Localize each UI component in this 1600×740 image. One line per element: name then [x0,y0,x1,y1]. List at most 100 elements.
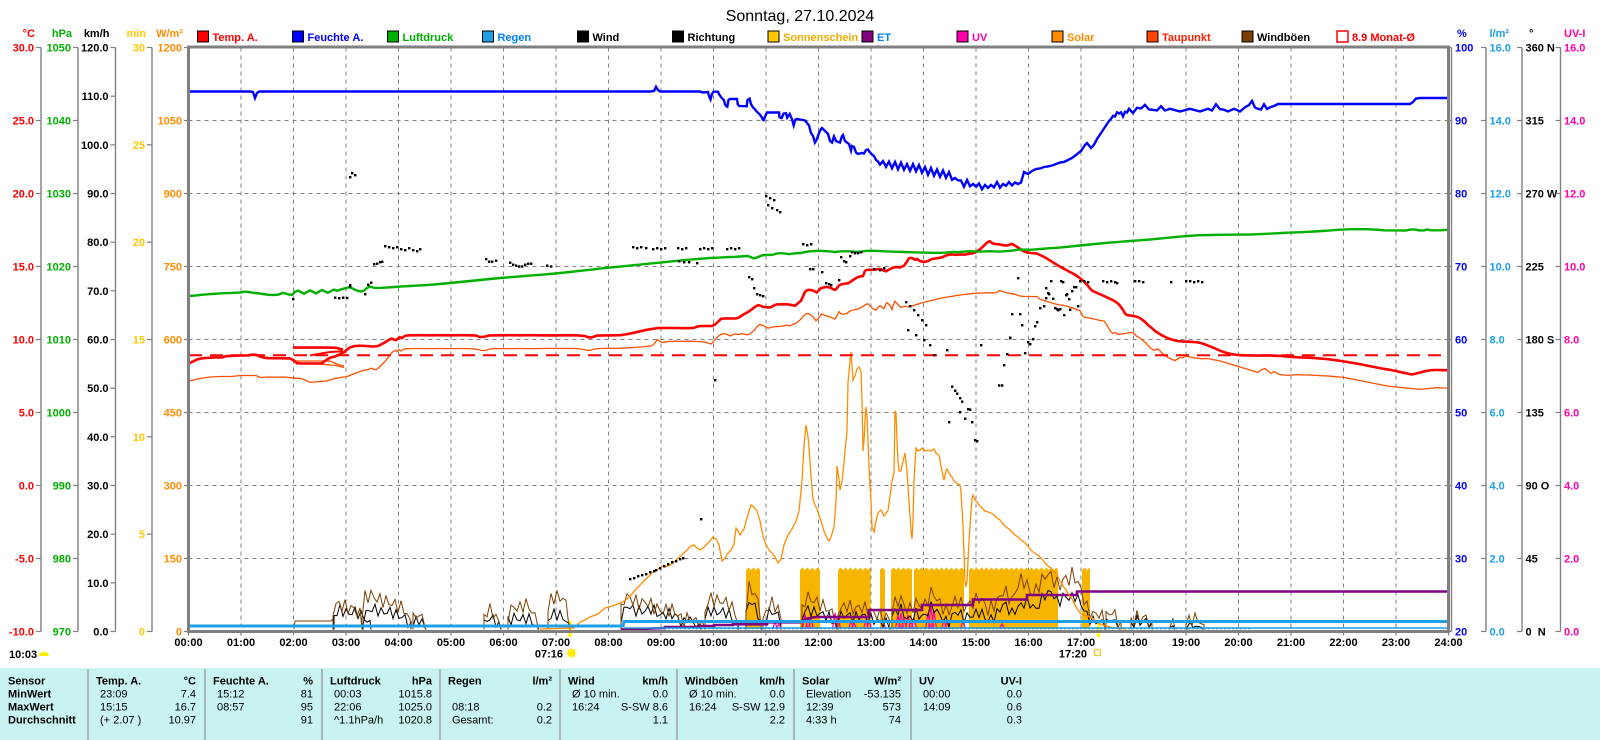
svg-text:MinWert: MinWert [8,689,52,701]
svg-text:0.0: 0.0 [1007,689,1022,701]
svg-text:ET: ET [877,32,891,44]
svg-text:60: 60 [1455,335,1467,347]
svg-text:8.0: 8.0 [1564,335,1579,347]
svg-text:W/m²: W/m² [156,28,183,40]
svg-text:hPa: hPa [52,28,73,40]
svg-text:Solar: Solar [802,676,830,688]
svg-text:Ø 10 min.: Ø 10 min. [572,689,620,701]
svg-text:24:00: 24:00 [1434,637,1462,649]
svg-text:120.0: 120.0 [81,43,109,55]
svg-text:13:00: 13:00 [857,637,885,649]
svg-text:2.2: 2.2 [770,715,785,727]
svg-text:23:00: 23:00 [1382,637,1410,649]
svg-text:1030: 1030 [47,189,71,201]
svg-text:UV: UV [919,676,935,688]
svg-text:Sensor: Sensor [8,676,46,688]
svg-text:%: % [1457,28,1467,40]
svg-text:360 N: 360 N [1526,43,1555,55]
svg-text:-53.135: -53.135 [864,689,901,701]
svg-text:0.0: 0.0 [1490,627,1505,639]
svg-text:0.0: 0.0 [653,689,668,701]
svg-text:180 S: 180 S [1526,335,1555,347]
svg-text:%: % [303,676,313,688]
svg-text:4:33 h: 4:33 h [806,715,837,727]
svg-text:(+ 2.07 ): (+ 2.07 ) [100,715,141,727]
svg-text:l/m²: l/m² [1490,28,1510,40]
svg-text:0.3: 0.3 [1007,715,1022,727]
svg-text:100.0: 100.0 [81,140,109,152]
svg-text:15: 15 [133,335,145,347]
svg-text:95: 95 [301,702,313,714]
svg-text:750: 750 [164,262,182,274]
svg-text:09:00: 09:00 [647,637,675,649]
svg-text:19:00: 19:00 [1172,637,1200,649]
svg-text:1020: 1020 [47,262,71,274]
svg-text:08:00: 08:00 [594,637,622,649]
svg-text:Durchschnitt: Durchschnitt [8,715,76,727]
svg-text:km/h: km/h [642,676,668,688]
svg-text:980: 980 [53,554,71,566]
svg-text:8.9 Monat-Ø: 8.9 Monat-Ø [1352,32,1415,44]
svg-text:100: 100 [1455,43,1473,55]
svg-text:70.0: 70.0 [87,286,108,298]
svg-text:10.0: 10.0 [87,578,108,590]
svg-text:Windböen: Windböen [685,676,738,688]
svg-text:11:00: 11:00 [752,637,780,649]
svg-text:25: 25 [133,140,145,152]
svg-text:0.0: 0.0 [1564,627,1579,639]
svg-text:08:18: 08:18 [452,702,480,714]
svg-text:00:00: 00:00 [923,689,951,701]
svg-text:Gesamt:: Gesamt: [452,715,494,727]
svg-text:UV: UV [972,32,988,44]
svg-text:Wind: Wind [593,32,620,44]
svg-text:990: 990 [53,481,71,493]
svg-text:573: 573 [883,702,901,714]
svg-text:Windböen: Windböen [1257,32,1310,44]
svg-text:hPa: hPa [412,676,433,688]
svg-text:Feuchte A.: Feuchte A. [308,32,364,44]
svg-text:10.0: 10.0 [1564,262,1585,274]
svg-text:5.0: 5.0 [19,408,34,420]
svg-text:°C: °C [23,28,35,40]
svg-text:1000: 1000 [47,408,71,420]
svg-text:90 O: 90 O [1526,481,1550,493]
svg-text:02:00: 02:00 [279,637,307,649]
svg-text:Ø 10 min.: Ø 10 min. [689,689,737,701]
svg-text:°: ° [1529,28,1533,40]
svg-text:06:00: 06:00 [489,637,517,649]
svg-text:150: 150 [164,554,182,566]
svg-text:1025.0: 1025.0 [398,702,432,714]
svg-text:10:03: 10:03 [9,649,37,661]
svg-text:70: 70 [1455,262,1467,274]
svg-text:03:00: 03:00 [332,637,360,649]
svg-text:4.0: 4.0 [1564,481,1579,493]
svg-text:1015.8: 1015.8 [398,689,432,701]
svg-text:05:00: 05:00 [437,637,465,649]
svg-text:135: 135 [1526,408,1544,420]
svg-text:10:00: 10:00 [699,637,727,649]
svg-text:450: 450 [164,408,182,420]
svg-text:Luftdruck: Luftdruck [403,32,455,44]
svg-text:25.0: 25.0 [13,116,34,128]
svg-text:00:03: 00:03 [334,689,362,701]
svg-text:2.0: 2.0 [1490,554,1505,566]
svg-text:1010: 1010 [47,335,71,347]
svg-text:1200: 1200 [158,43,182,55]
svg-text:8.0: 8.0 [1490,335,1505,347]
svg-text:MaxWert: MaxWert [8,702,54,714]
svg-text:1050: 1050 [47,43,71,55]
svg-text:18:00: 18:00 [1119,637,1147,649]
svg-text:W/m²: W/m² [874,676,901,688]
svg-text:5: 5 [139,529,145,541]
svg-text:1020.8: 1020.8 [398,715,432,727]
svg-text:45: 45 [1526,554,1538,566]
svg-text:Feuchte A.: Feuchte A. [213,676,269,688]
svg-text:30: 30 [1455,554,1467,566]
svg-text:20: 20 [133,237,145,249]
svg-text:30: 30 [133,43,145,55]
svg-text:Luftdruck: Luftdruck [330,676,382,688]
svg-text:2.0: 2.0 [1564,554,1579,566]
svg-text:16.7: 16.7 [175,702,196,714]
svg-text:17:20: 17:20 [1059,649,1087,661]
svg-text:225: 225 [1526,262,1544,274]
